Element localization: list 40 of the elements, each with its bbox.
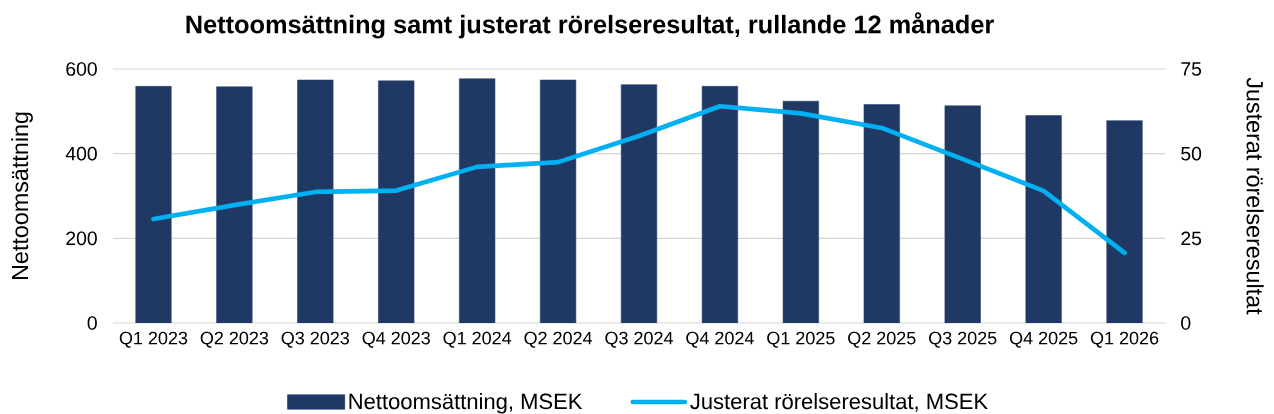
x-tick-label: Q2 2025 [848, 331, 916, 348]
chart-title: Nettoomsättning samt justerat rörelseresultat, rullande 12 månader [186, 12, 994, 39]
legend-label: Justerat rörelseresultat, MSEK [690, 393, 988, 412]
x-tick-label: Q4 2023 [362, 331, 430, 348]
bar [620, 84, 658, 323]
bar [782, 100, 819, 323]
bar [459, 78, 496, 323]
bar [135, 86, 172, 323]
x-tick-label: Q3 2023 [281, 331, 350, 348]
y2-tick-label: 25 [1181, 231, 1202, 246]
x-tick-label: Q1 2024 [443, 331, 512, 348]
y-tick-label: 400 [65, 146, 97, 161]
y2-tick-label: 0 [1181, 316, 1191, 330]
x-tick-label: Q4 2024 [686, 331, 754, 348]
bar [540, 79, 577, 323]
bar [297, 79, 334, 323]
bar [1106, 120, 1143, 323]
x-tick-label: Q1 2026 [1090, 331, 1159, 348]
y-axis-title: Nettoomsättning [11, 112, 33, 280]
y2-tick-label: 75 [1181, 62, 1202, 76]
bar [378, 80, 415, 323]
x-tick-label: Q2 2023 [200, 331, 269, 348]
y-tick-label: 200 [66, 231, 97, 246]
y-tick-label: 600 [66, 62, 97, 76]
y2-axis-title: Justerat rörelseresultat [1246, 77, 1264, 315]
bar [216, 86, 253, 323]
x-tick-label: Q2 2024 [524, 331, 593, 348]
x-tick-label: Q1 2025 [767, 331, 835, 348]
y2-tick-label: 50 [1181, 146, 1202, 161]
x-tick-label: Q3 2025 [929, 331, 997, 348]
x-tick-label: Q4 2025 [1009, 331, 1078, 348]
x-tick-label: Q1 2023 [119, 331, 188, 348]
bar [701, 86, 739, 323]
line-series [151, 103, 1127, 256]
y-tick-label: 0 [87, 316, 97, 330]
bar [863, 104, 900, 323]
x-tick-label: Q3 2024 [605, 331, 673, 348]
bar [1025, 115, 1062, 323]
legend-label: Nettoomsättning, MSEK [349, 393, 583, 414]
bar [944, 105, 981, 323]
